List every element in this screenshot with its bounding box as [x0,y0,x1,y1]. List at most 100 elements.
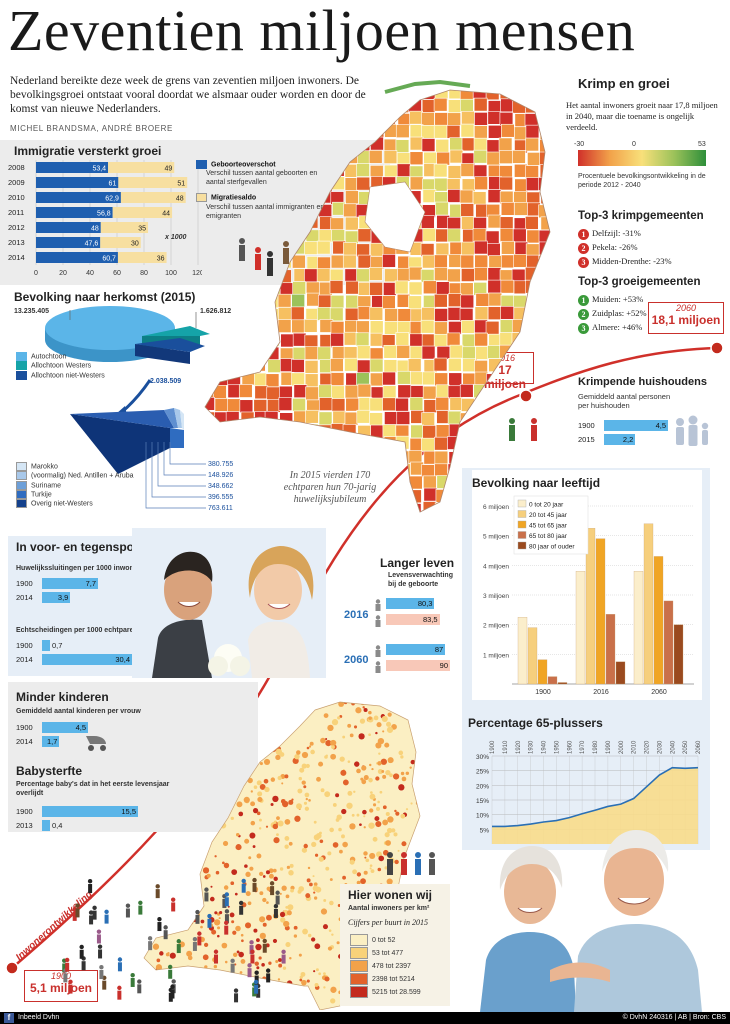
person-icon [68,979,73,994]
person-icon [171,979,176,994]
imm-year-label: 2010 [8,193,25,202]
imm-x-tick: 40 [86,270,94,277]
groei-top3-title: Top-3 groeigemeenten [578,276,701,288]
person-icon [155,884,160,899]
herkomst-val-autochtoon: 13.235.405 [14,308,50,315]
person-icon [170,984,175,999]
imm-bar-migratie [112,207,173,218]
babysterfte-title: Babysterfte [16,764,83,778]
plus65-x-tick: 2000 [619,740,625,754]
person-icon [97,944,103,959]
leeftijd-chart: 1 miljoen 2 miljoen 3 miljoen 4 miljoen 5 mi… [483,495,694,696]
imm-bar-migratie [108,162,175,173]
imm-label-migratie: 35 [138,226,146,233]
kinderen-value: 4,5 [75,723,86,732]
scale-min: -30 [574,141,585,148]
person-icon [207,913,212,928]
leeftijd-bar [585,528,596,685]
huishoudens-bar [604,420,668,431]
facebook-icon[interactable]: f [4,1013,14,1023]
huwelijk-chart: 1900 7,7 2014 3,9 [16,578,156,610]
person-icon [117,985,122,1000]
imm-label-geboorte: 47,6 [85,241,99,248]
scale-desc: Procentuele bevolkingsontwikkeling in de… [578,173,706,189]
huwelijk-value: 3,9 [57,593,69,602]
plus65-x-tick: 1910 [503,740,509,754]
leeftijd-title: Bevolking naar leeftijd [472,476,601,490]
langer-chart-2016: 80,3 83,5 [374,598,454,632]
imm-year-label: 2013 [8,238,25,247]
huishoudens-year: 1900 [578,421,595,430]
plus65-x-tick: 1930 [529,740,535,754]
kinderen-year: 1900 [16,723,33,732]
person-icon [88,910,94,925]
herkomst-val-westers: 1.626.812 [200,308,232,315]
echtscheiding-bar [42,654,132,665]
leeftijd-y-tick: 4 miljoen [483,563,509,570]
echtscheiding-title: Echtscheidingen per 1000 echtparen [16,627,138,634]
hierwonen-sub: Cijfers per buurt in 2015 [348,918,429,927]
echtscheiding-value: 0,7 [52,641,63,650]
person-icon [233,988,239,1003]
imm-x-tick: 100 [165,270,177,277]
echtscheiding-bar [42,640,50,651]
person-icon [213,949,219,964]
babysterfte-chart: 1900 15,5 2013 0,4 [16,806,156,838]
person-icon [224,920,229,935]
krimp-title: Krimp en groei [578,76,670,91]
leeftijd-bar [517,617,528,685]
person-icon [269,881,275,896]
leeftijd-bar [557,682,568,685]
person-icon [192,936,198,951]
huishoudens-value: 4,5 [655,421,666,430]
leeftijd-y-tick: 3 miljoen [483,593,509,600]
person-icon [167,964,173,979]
kinderen-bar [42,722,88,733]
herkomst-sub-legend: Marokko (voormalig) Ned. Antillen + Arub… [16,462,134,509]
babysterfte-value: 0,4 [52,821,63,830]
timeline-dot-1900 [5,961,19,975]
person-icon [96,929,102,944]
leeftijd-bar [575,571,586,685]
plus65-y-tick: 30% [476,754,489,761]
people-icon-group-2 [509,418,537,441]
imm-x-tick: 60 [113,270,121,277]
person-icon [275,890,280,905]
imm-bar-migratie [100,222,149,233]
langer-chart-2060: 87 90 [374,644,454,678]
huishoudens-title: Krimpende huishoudens [578,376,707,388]
callout-2060: 2060 18,1 miljoen [648,302,724,334]
imm-year-label: 2011 [8,208,24,217]
kinderen-year: 2014 [16,737,33,746]
callout-1900: 1900 5,1 miljoen [24,970,98,1002]
plus65-y-tick: 5% [480,827,490,834]
babysterfte-year: 2013 [16,821,33,830]
man-icon [374,644,382,657]
herkomst-sub-values: 380.755 148.926 348.662 396.555 763.611 [208,461,234,512]
langer-value: 80,3 [417,599,433,608]
person-icon [265,968,271,983]
imm-bar-geboorte [36,192,121,203]
imm-label-migratie: 30 [131,241,139,248]
plus65-x-tick: 1900 [490,740,496,754]
imm-year-label: 2014 [8,253,25,262]
person-icon [197,931,202,946]
herkomst-pie [45,306,210,416]
person-icon [104,909,109,924]
plus65-x-tick: 1970 [580,740,586,754]
leeftijd-bar [537,659,548,685]
imm-bar-migratie [120,192,186,203]
plus65-x-tick: 2050 [683,740,689,754]
footer-left: Inbeeld Dvhn [18,1014,60,1021]
imm-label-geboorte: 60,7 [102,256,116,263]
plus65-line [492,766,699,828]
imm-x-tick: 0 [34,270,38,277]
person-icon [247,963,252,978]
huwelijk-year: 1900 [16,579,33,588]
people-icon-group-1 [239,238,289,276]
leeftijd-y-tick: 5 miljoen [483,534,509,541]
babysterfte-value: 15,5 [121,807,136,816]
kinderen-desc: Gemiddeld aantal kinderen per vrouw [16,708,141,715]
groei-top3-list: 1 Muiden: +53% 2 Zuidplas: +52% 3 Almere: +… [578,292,647,334]
langer-value: 90 [439,661,448,670]
